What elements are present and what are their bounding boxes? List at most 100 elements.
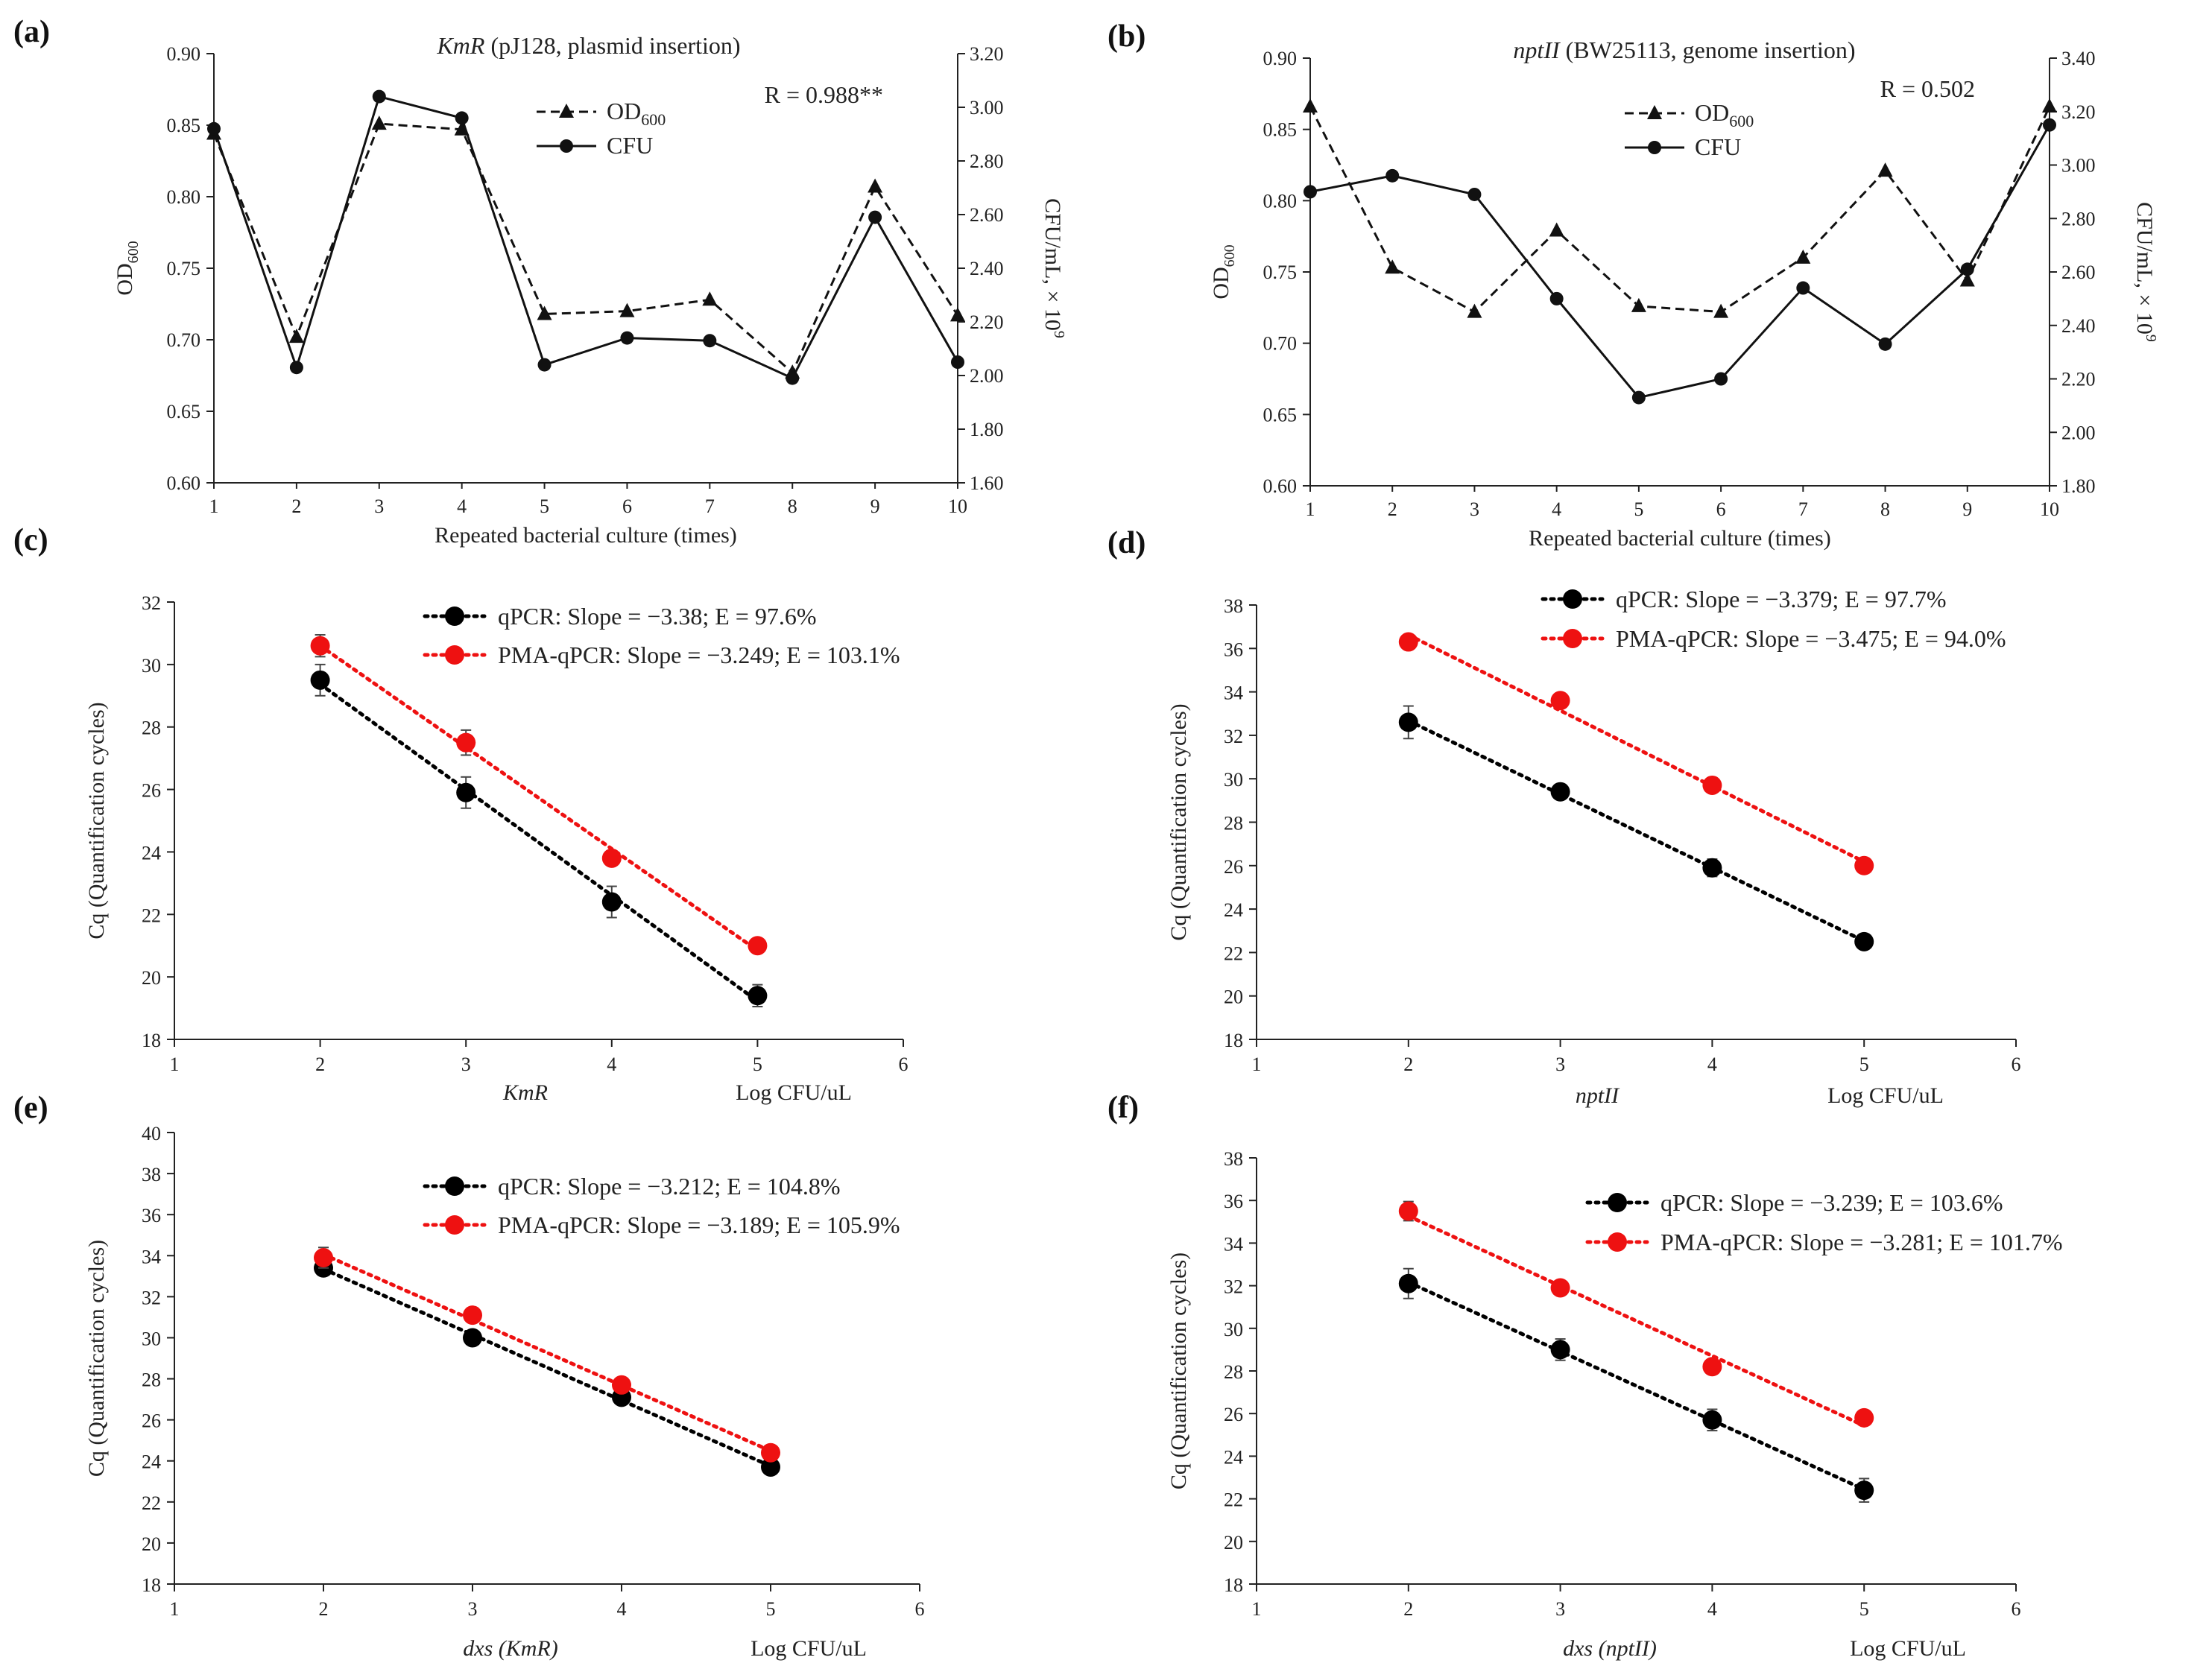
legend-marker (1563, 629, 1582, 648)
legend-label: qPCR: Slope = −3.38; E = 97.6% (498, 603, 817, 630)
y-tick-label: 0.60 (1263, 475, 1298, 497)
y-tick-label: 26 (1224, 856, 1243, 878)
y-tick-label: 20 (1224, 1532, 1243, 1553)
legend-label: PMA-qPCR: Slope = −3.249; E = 103.1% (498, 642, 900, 668)
legend-marker (445, 645, 464, 665)
data-point-circle (703, 334, 717, 348)
y-axis-label: Cq (Quantification cycles) (84, 702, 109, 939)
y2-tick-label: 3.20 (970, 43, 1004, 65)
legend-label: CFU (1695, 133, 1741, 160)
y2-tick-label: 2.60 (2061, 262, 2096, 283)
legend-label: PMA-qPCR: Slope = −3.475; E = 94.0% (1616, 625, 2006, 652)
y2-tick-label: 3.00 (2061, 155, 2096, 177)
x-tick-label: 5 (1859, 1054, 1869, 1075)
y-axis-label: Cq (Quantification cycles) (1166, 703, 1191, 940)
x-tick-label: 6 (915, 1598, 925, 1620)
data-point-triangle (2042, 98, 2057, 113)
y-tick-label: 30 (1224, 1319, 1243, 1340)
y2-tick-label: 3.40 (2061, 48, 2096, 69)
legend-marker-circle (1648, 141, 1661, 154)
y-tick-label: 18 (1224, 1030, 1243, 1051)
y-tick-label: 0.70 (167, 329, 201, 351)
x-tick-label: 9 (870, 495, 880, 517)
x-tick-label: 2 (1403, 1054, 1413, 1075)
y-tick-label: 32 (1224, 726, 1243, 747)
x-tick-label: 5 (1634, 498, 1643, 520)
x-tick-label: 3 (1470, 498, 1479, 520)
y2-tick-label: 2.60 (970, 204, 1004, 226)
data-point-circle (207, 121, 221, 136)
x-tick-label: 4 (457, 495, 467, 517)
y2-tick-label: 2.40 (970, 258, 1004, 279)
legend-marker-triangle (1647, 105, 1662, 119)
y2-tick-label: 2.80 (2061, 208, 2096, 229)
data-point (1702, 1357, 1722, 1377)
legend-label: qPCR: Slope = −3.212; E = 104.8% (498, 1173, 841, 1200)
y2-tick-label: 1.80 (970, 419, 1004, 440)
x-tick-label: 1 (209, 495, 219, 517)
data-point-circle (1631, 390, 1646, 405)
y-tick-label: 38 (142, 1164, 161, 1185)
y-tick-label: 0.85 (1263, 119, 1298, 141)
series-line-od (1309, 106, 2051, 314)
data-point-circle (1796, 281, 1810, 295)
y-tick-label: 20 (1224, 986, 1243, 1008)
x-tick-label: 5 (1859, 1598, 1869, 1620)
y-tick-label: 0.80 (1263, 190, 1298, 212)
data-point-circle (289, 361, 303, 375)
y-tick-label: 0.85 (167, 115, 201, 136)
y-tick-label: 22 (1224, 1489, 1243, 1511)
x-tick-label: 7 (705, 495, 715, 517)
correlation-annotation: R = 0.988** (765, 81, 883, 108)
y2-tick-label: 3.20 (2061, 101, 2096, 123)
data-point-triangle (1303, 98, 1318, 113)
y-tick-label: 28 (1224, 813, 1243, 834)
x-axis-label: Repeated bacterial culture (times) (434, 523, 737, 548)
panel-label-e: (e) (13, 1091, 48, 1125)
y-tick-label: 32 (142, 592, 161, 614)
y-tick-label: 34 (142, 1246, 161, 1267)
data-point-circle (951, 355, 964, 369)
x-tick-label: 8 (788, 495, 797, 517)
x-tick-label: 6 (622, 495, 632, 517)
x-tick-label: 2 (291, 495, 301, 517)
y-tick-label: 26 (142, 1410, 161, 1432)
x-tick-label: 1 (1252, 1598, 1262, 1620)
y-tick-label: 38 (1224, 595, 1243, 617)
y-tick-label: 32 (142, 1287, 161, 1308)
y-tick-label: 24 (1224, 1446, 1243, 1468)
data-point-triangle (868, 178, 883, 193)
data-point (1550, 1278, 1570, 1298)
data-point (1550, 691, 1570, 711)
data-point (456, 732, 476, 753)
legend-label: OD600 (607, 98, 666, 129)
data-point-circle (1714, 372, 1728, 386)
y-tick-label: 0.75 (167, 258, 201, 279)
data-point-triangle (371, 115, 387, 130)
data-point-circle (868, 210, 882, 224)
chart-title: KmR (pJ128, plasmid insertion) (436, 32, 740, 59)
y2-tick-label: 2.40 (2061, 315, 2096, 337)
x-tick-label: 4 (607, 1054, 616, 1075)
x-axis-label-gene: dxs (KmR) (463, 1636, 557, 1661)
y-tick-label: 40 (142, 1123, 161, 1144)
legend-label: CFU (607, 132, 653, 159)
data-point-triangle (1713, 303, 1729, 318)
x-tick-label: 2 (1388, 498, 1397, 520)
series-line-cfu (212, 95, 959, 380)
data-point-circle (1549, 291, 1564, 305)
y-axis-label: Cq (Quantification cycles) (84, 1240, 109, 1477)
legend-marker (445, 1215, 464, 1235)
y-tick-label: 28 (142, 1369, 161, 1391)
data-point-triangle (702, 291, 718, 306)
y-tick-label: 20 (142, 1533, 161, 1555)
data-point (1854, 855, 1874, 875)
y-tick-label: 30 (142, 1328, 161, 1349)
y2-tick-label: 2.00 (2061, 422, 2096, 443)
y-tick-label: 38 (1224, 1148, 1243, 1170)
data-point (1398, 1273, 1418, 1293)
y-tick-label: 26 (1224, 1404, 1243, 1425)
y-tick-label: 22 (142, 905, 161, 926)
data-point (1550, 1340, 1570, 1360)
